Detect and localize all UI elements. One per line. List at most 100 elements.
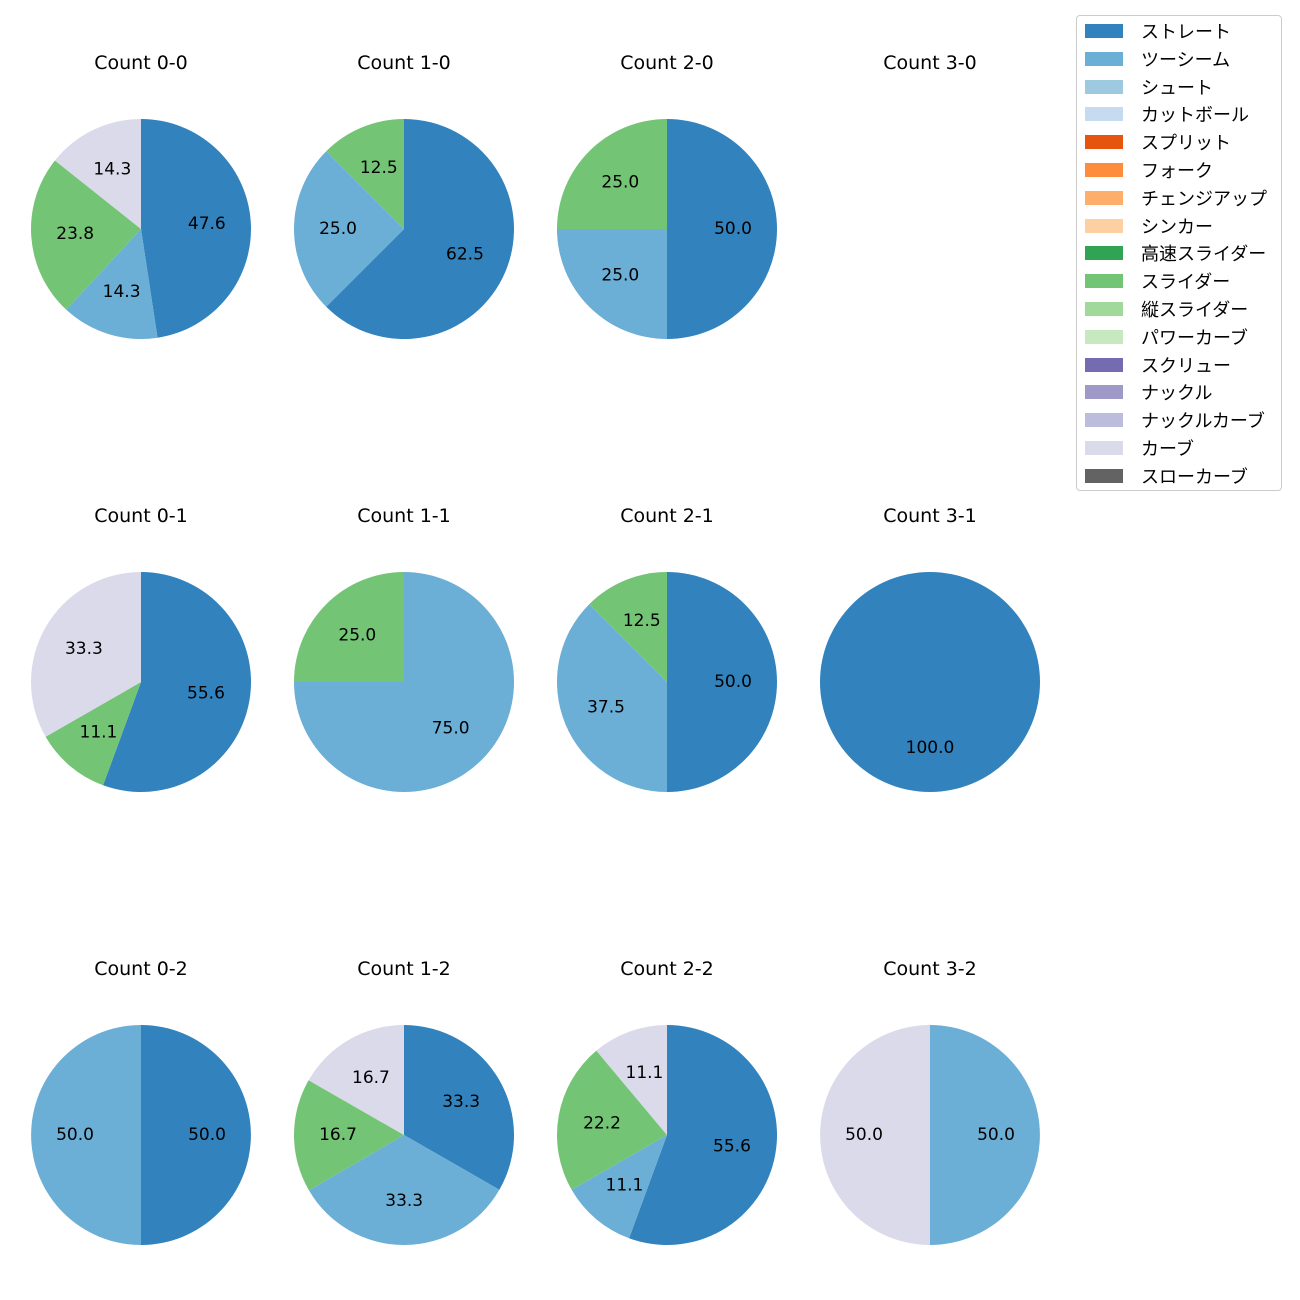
- legend-item: 縦スライダー: [1085, 299, 1249, 321]
- pie-slice: [141, 119, 251, 338]
- legend-label: フォーク: [1141, 161, 1213, 182]
- slice-value-label: 75.0: [432, 719, 470, 739]
- slice-value-label: 11.1: [626, 1063, 664, 1083]
- pie-slice: [30, 160, 141, 310]
- pie-slice: [820, 1025, 930, 1245]
- legend-label: シンカー: [1141, 216, 1213, 238]
- pie-title: Count 1-1: [357, 505, 451, 527]
- slice-value-label: 62.5: [446, 244, 484, 264]
- pie-slice: [103, 572, 251, 792]
- legend-label: パワーカーブ: [1141, 327, 1248, 349]
- slice-value-label: 12.5: [360, 158, 398, 178]
- pie-count-1-2: Count 1-2 33.3 33.3 16.7 16.7: [293, 958, 514, 1245]
- pie-slice: [667, 572, 777, 792]
- slice-value-label: 33.3: [385, 1191, 423, 1211]
- legend-item: 高速スライダー: [1085, 243, 1267, 266]
- legend-item: ツーシーム: [1085, 49, 1231, 71]
- legend-swatch: [1085, 329, 1123, 344]
- slice-value-label: 25.0: [601, 172, 639, 192]
- pie-title: Count 3-0: [883, 52, 977, 74]
- legend-item: シュート: [1085, 77, 1213, 99]
- slice-value-label: 11.1: [606, 1175, 644, 1195]
- pie-title: Count 2-1: [620, 505, 714, 527]
- slice-value-label: 14.3: [103, 282, 141, 302]
- slice-value-label: 50.0: [714, 219, 752, 239]
- pie-slice: [308, 1025, 404, 1135]
- pie-slice: [557, 604, 667, 792]
- slice-value-label: 11.1: [80, 722, 118, 742]
- legend-label: カットボール: [1141, 105, 1249, 127]
- slice-value-label: 25.0: [338, 625, 376, 645]
- legend-item: カットボール: [1085, 104, 1249, 127]
- legend-label: ナックルカーブ: [1141, 411, 1265, 433]
- legend-label: シュート: [1141, 77, 1213, 99]
- pie-title: Count 3-2: [883, 958, 977, 980]
- legend-swatch: [1085, 135, 1123, 150]
- slice-value-label: 22.2: [583, 1113, 621, 1133]
- legend-swatch: [1085, 274, 1123, 289]
- legend-label: カーブ: [1141, 439, 1194, 460]
- legend-item: パワーカーブ: [1085, 327, 1248, 349]
- legend-label: 高速スライダー: [1141, 244, 1267, 266]
- pie-count-1-0: Count 1-0 62.5 25.0 12.5: [294, 52, 514, 339]
- pie-slice: [31, 1025, 141, 1245]
- legend-swatch: [1085, 218, 1123, 233]
- pie-count-2-0: Count 2-0 50.0 25.0 25.0: [557, 52, 777, 339]
- legend-item: ストレート: [1085, 21, 1231, 43]
- legend-swatch: [1085, 51, 1123, 66]
- pie-count-0-2: Count 0-2 50.0 50.0: [31, 958, 251, 1245]
- legend-item: フォーク: [1085, 160, 1213, 182]
- legend-label: チェンジアップ: [1141, 188, 1267, 210]
- slice-value-label: 37.5: [587, 697, 625, 717]
- legend-swatch: [1085, 24, 1123, 38]
- pie-title: Count 2-0: [620, 52, 714, 74]
- legend-item: ナックルカーブ: [1085, 410, 1265, 433]
- pie-count-3-0: Count 3-0: [883, 52, 977, 74]
- slice-value-label: 25.0: [601, 266, 639, 286]
- legend-swatch: [1085, 190, 1123, 205]
- legend: ストレート ツーシーム シュート カットボール スプリット フォーク チェンジアップ シンカー…: [1076, 15, 1282, 491]
- legend-swatch: [1085, 357, 1123, 372]
- pie-title: Count 0-1: [94, 505, 188, 527]
- legend-swatch: [1085, 163, 1123, 177]
- pie-count-3-2: Count 3-2 50.0 50.0: [820, 958, 1040, 1245]
- pie-slice: [596, 1025, 667, 1135]
- pie-count-2-2: Count 2-2 55.6 11.1 22.2 11.1: [557, 958, 778, 1246]
- pie-slice: [141, 1025, 251, 1245]
- pie-count-1-1: Count 1-1 75.0 25.0: [294, 505, 514, 792]
- legend-label: 縦スライダー: [1141, 300, 1249, 321]
- pie-title: Count 0-0: [94, 52, 188, 74]
- legend-swatch: [1085, 413, 1123, 428]
- pie-title: Count 1-2: [357, 958, 451, 980]
- slice-value-label: 47.6: [188, 214, 226, 234]
- pie-slice: [326, 119, 514, 339]
- legend-item: シンカー: [1085, 216, 1213, 238]
- legend-label: ツーシーム: [1141, 49, 1231, 71]
- pie-slice: [589, 572, 667, 682]
- legend-swatch: [1085, 302, 1123, 316]
- slice-value-label: 100.0: [906, 738, 955, 758]
- legend-label: スクリュー: [1141, 355, 1231, 377]
- legend-label: スローカーブ: [1141, 466, 1248, 488]
- pie-title: Count 1-0: [357, 52, 451, 74]
- slice-value-label: 50.0: [56, 1125, 94, 1145]
- slice-value-label: 50.0: [188, 1125, 226, 1145]
- legend-swatch: [1085, 441, 1123, 455]
- slice-value-label: 33.3: [442, 1092, 480, 1112]
- slice-value-label: 16.7: [319, 1125, 357, 1145]
- legend-swatch: [1085, 468, 1123, 483]
- pie-slice: [294, 151, 404, 307]
- slice-value-label: 50.0: [977, 1125, 1015, 1145]
- pie-slice: [54, 118, 141, 229]
- pie-slice: [820, 572, 1040, 792]
- legend-swatch: [1085, 385, 1123, 400]
- pie-title: Count 0-2: [94, 958, 188, 980]
- legend-label: ナックル: [1141, 383, 1213, 405]
- legend-label: ストレート: [1141, 22, 1231, 43]
- legend-label: スライダー: [1141, 272, 1231, 294]
- pie-count-0-0: Count 0-0 47.6 14.3 23.8 14.3: [30, 52, 251, 339]
- pie-slice: [66, 229, 158, 339]
- slice-value-label: 23.8: [56, 224, 94, 244]
- pie-slice: [404, 1025, 514, 1190]
- pie-title: Count 2-2: [620, 958, 714, 980]
